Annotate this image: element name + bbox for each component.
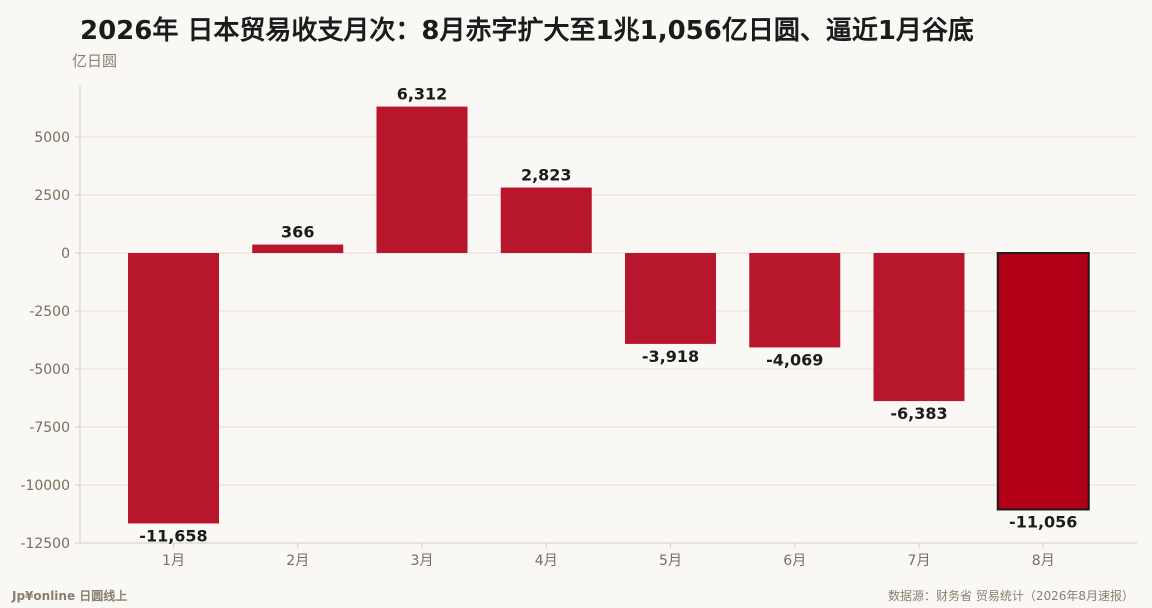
chart-title: 2026年 日本贸易收支月次：8月赤字扩大至1兆1,056亿日圆、逼近1月谷底 [80, 16, 974, 46]
y-tick-label: -2500 [29, 304, 70, 320]
source-label: 数据源：财务省 贸易统计（2026年8月速报） [888, 589, 1134, 603]
bar [128, 253, 219, 524]
x-tick-label: 3月 [411, 553, 434, 569]
y-tick-label: -12500 [20, 536, 70, 552]
bar-value-label: 366 [281, 223, 314, 242]
x-tick-label: 7月 [908, 553, 931, 569]
x-tick-label: 8月 [1032, 553, 1055, 569]
x-tick-label: 1月 [162, 553, 185, 569]
y-tick-label: 0 [61, 246, 70, 262]
bar-value-label: -11,056 [1009, 513, 1077, 532]
bar-value-label: 2,823 [521, 166, 572, 185]
bar [625, 253, 716, 344]
bar-value-label: -4,069 [766, 350, 823, 369]
x-tick-label: 2月 [286, 553, 309, 569]
bar [749, 253, 841, 348]
x-tick-label: 5月 [659, 553, 682, 569]
bar-value-label: -6,383 [890, 404, 947, 423]
y-tick-label: -5000 [29, 362, 70, 378]
y-tick-label: -7500 [29, 420, 70, 436]
brand-label: Jp¥online 日圆线上 [12, 589, 128, 603]
x-tick-label: 4月 [535, 553, 558, 569]
bar [376, 106, 468, 254]
y-tick-label: -10000 [20, 478, 70, 494]
y-tick-label: 2500 [34, 188, 70, 204]
y-unit-label: 亿日圆 [72, 52, 118, 70]
bar-value-label: -3,918 [642, 347, 699, 366]
bar-value-label: 6,312 [397, 85, 448, 104]
bar-highlighted [996, 252, 1090, 511]
bar [252, 244, 344, 254]
x-tick-label: 6月 [783, 553, 806, 569]
y-tick-label: 5000 [34, 130, 70, 146]
bar [873, 253, 965, 402]
bar [500, 187, 592, 254]
bar-value-label: -11,658 [139, 526, 207, 545]
